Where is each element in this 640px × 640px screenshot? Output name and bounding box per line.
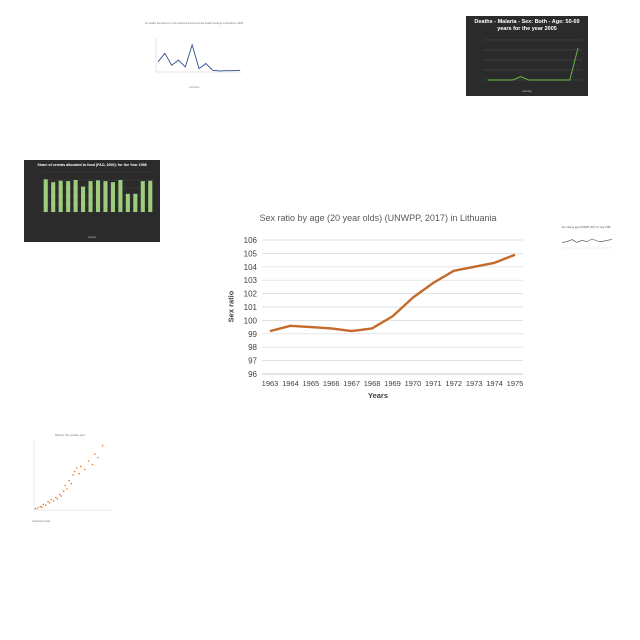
scatter-point <box>56 498 59 500</box>
scatter-point <box>83 468 86 471</box>
scatter-point <box>39 505 42 508</box>
y-tick-label: 97 <box>248 357 257 366</box>
thumb-sexratio-small-title: Sex ratio by age (UNWPP, 2017) in Year 1… <box>561 226 611 229</box>
scatter-point <box>70 482 73 485</box>
main-chart-xlabel: Years <box>367 391 389 400</box>
thumb-malaria-svg <box>484 39 582 81</box>
x-tick-label: 1969 <box>384 379 401 388</box>
bar <box>95 180 101 212</box>
scatter-point <box>94 453 96 455</box>
scatter-point <box>80 465 82 468</box>
scatter-point <box>97 456 99 459</box>
thumb-scatter-svg <box>33 440 112 511</box>
scatter-point <box>55 496 57 499</box>
y-tick-label: 100 <box>244 316 258 325</box>
scatter-point <box>37 507 39 509</box>
scatter-point <box>65 488 68 490</box>
scatter-point <box>101 444 104 447</box>
x-tick-label: 1965 <box>302 379 319 388</box>
bar <box>103 181 108 212</box>
thumb-cereals-title: Share of cereals allocated to food (FAO,… <box>37 163 147 167</box>
thumb-malaria: Deaths - Malaria - Sex: Both - Age: 50-6… <box>466 16 588 96</box>
bar <box>118 180 123 212</box>
bar <box>148 180 153 212</box>
x-tick-label: 1968 <box>364 379 381 388</box>
y-tick-label: 96 <box>248 370 257 379</box>
bar <box>73 180 78 212</box>
scatter-point <box>58 493 61 496</box>
thumb-air-quality-svg <box>155 38 242 73</box>
x-tick-label: 1967 <box>343 379 360 388</box>
thumb-malaria-xlabel: country <box>522 89 532 93</box>
x-tick-label: 1975 <box>507 379 524 388</box>
thumb-cereals-svg <box>42 171 154 213</box>
scatter-point <box>68 479 70 482</box>
y-tick-label: 99 <box>248 330 257 339</box>
scatter-point <box>78 472 81 475</box>
scatter-point <box>47 500 49 503</box>
scatter-point <box>34 507 37 510</box>
scatter-point <box>91 463 94 466</box>
thumb-scatter: Biorell, the scatter plot scattered poin… <box>22 430 118 526</box>
main-chart-title: Sex ratio by age (20 year olds) (UNWPP, … <box>259 213 497 223</box>
thumb-scatter-legend: scattered points <box>32 520 51 523</box>
bar <box>133 193 138 212</box>
scatter-point <box>44 504 47 506</box>
thumb-cereals-xlabel: country <box>87 236 97 239</box>
thumb-scatter-title: Biorell, the scatter plot <box>55 433 85 437</box>
bar <box>66 181 71 212</box>
thumb-sexratio-small: Sex ratio by age (UNWPP, 2017) in Year 1… <box>556 226 616 264</box>
x-tick-label: 1966 <box>323 379 340 388</box>
scatter-point <box>60 495 63 497</box>
series-line <box>561 238 613 243</box>
thumb-air-quality: Air quality Emissions on the selected en… <box>138 22 250 94</box>
y-tick-label: 98 <box>248 343 257 352</box>
y-tick-label: 102 <box>244 290 258 299</box>
bar <box>88 181 93 212</box>
scatter-point <box>72 474 74 476</box>
thumb-air-quality-title: Air quality Emissions on the selected en… <box>144 22 244 25</box>
series-line <box>157 43 241 72</box>
x-tick-label: 1974 <box>486 379 503 388</box>
x-tick-label: 1964 <box>282 379 299 388</box>
bar <box>81 186 86 212</box>
scatter-point <box>73 470 76 473</box>
scatter-point <box>52 500 55 502</box>
scatter-point <box>87 460 90 462</box>
scatter-point <box>62 490 65 492</box>
scatter-point <box>76 467 78 469</box>
scatter-point <box>42 503 45 506</box>
x-tick-label: 1970 <box>405 379 422 388</box>
x-tick-label: 1973 <box>466 379 483 388</box>
bar <box>140 181 145 212</box>
scatter-point <box>50 498 52 501</box>
x-tick-label: 1963 <box>262 379 279 388</box>
y-tick-label: 104 <box>244 263 258 272</box>
x-tick-label: 1971 <box>425 379 442 388</box>
y-tick-label: 105 <box>244 249 258 258</box>
y-tick-label: 101 <box>244 303 258 312</box>
bar <box>43 179 48 212</box>
bar <box>51 182 56 212</box>
scatter-point <box>41 506 43 508</box>
thumb-malaria-title: Deaths - Malaria - Sex: Both - Age: 50-6… <box>474 19 580 32</box>
series-line <box>269 253 516 333</box>
thumb-sexratio-small-svg <box>561 238 613 249</box>
main-chart: Sex ratio by age (20 year olds) (UNWPP, … <box>222 206 534 406</box>
series-line <box>488 47 579 81</box>
bar <box>58 180 63 212</box>
scatter-point <box>64 484 66 487</box>
scatter-point <box>48 502 51 504</box>
y-tick-label: 103 <box>244 276 258 285</box>
thumb-air-quality-xlabel: countries <box>188 86 200 89</box>
bar <box>110 182 115 212</box>
x-tick-label: 1972 <box>445 379 462 388</box>
bar <box>125 193 130 212</box>
main-chart-ylabel: Sex ratio <box>226 290 236 323</box>
y-tick-label: 106 <box>244 236 258 245</box>
thumb-cereals: Share of cereals allocated to food (FAO,… <box>24 160 160 242</box>
